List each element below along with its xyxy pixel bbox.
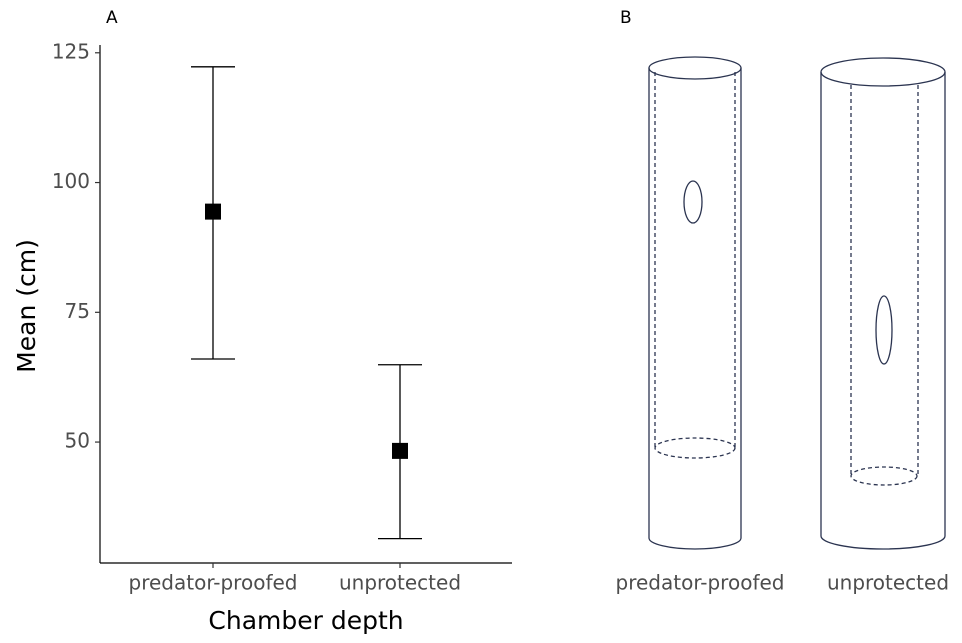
y-tick-label: 100	[52, 169, 90, 193]
x-axis-title: Chamber depth	[208, 606, 403, 635]
cylinder-top	[648, 56, 742, 80]
inner-tube	[654, 72, 736, 448]
diagram-label: predator-proofed	[616, 571, 785, 595]
point	[205, 203, 221, 220]
inner-bottom	[850, 466, 918, 486]
y-axis-title: Mean (cm)	[12, 239, 41, 373]
diagram-label: unprotected	[827, 571, 949, 595]
chamber	[875, 295, 893, 365]
diagram: B predator-proofed unprotected	[616, 8, 950, 595]
y-tick-label: 50	[65, 429, 90, 453]
cylinder-body	[820, 72, 946, 550]
point	[392, 442, 408, 459]
inner-tube	[850, 85, 919, 476]
y-tick-label: 125	[52, 39, 90, 63]
cylinder-top	[820, 57, 946, 87]
y-tick-label: 75	[65, 299, 90, 323]
panel-label: A	[106, 8, 118, 28]
cylinder-body	[648, 68, 742, 550]
x-tick-label: unprotected	[339, 571, 461, 595]
panel-label: B	[620, 8, 632, 28]
inner-bottom	[654, 437, 736, 459]
chamber	[683, 180, 703, 224]
x-tick-label: predator-proofed	[129, 571, 298, 595]
